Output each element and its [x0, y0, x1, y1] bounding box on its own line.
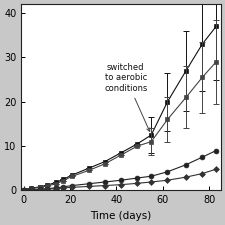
- Text: switched
to aerobic
conditions: switched to aerobic conditions: [104, 63, 150, 131]
- X-axis label: Time (days): Time (days): [90, 211, 152, 221]
